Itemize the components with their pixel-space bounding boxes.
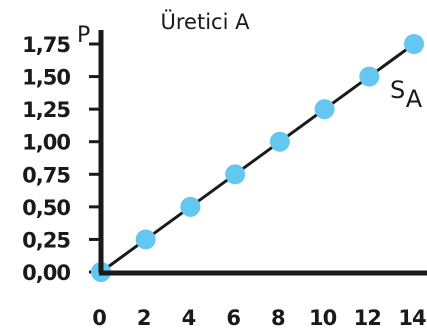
y-tick-label: 1,50 xyxy=(22,66,70,90)
y-tick-label: 1,25 xyxy=(22,98,70,122)
x-tick-label: 0 xyxy=(92,306,106,330)
y-axis-ticks: 0,00 0,25 0,50 0,75 1,00 1,25 1,50 1,75 xyxy=(22,33,101,285)
y-tick-label: 0,50 xyxy=(22,196,70,220)
data-point xyxy=(135,229,156,250)
y-tick-label: 0,75 xyxy=(22,163,70,187)
data-point xyxy=(404,34,424,54)
y-tick-label: 0,25 xyxy=(22,228,70,252)
data-point xyxy=(359,66,380,87)
x-tick-label: 10 xyxy=(309,306,337,330)
x-tick-label: 6 xyxy=(226,306,240,330)
x-axis-ticks: 0 2 4 6 8 10 12 14 xyxy=(92,306,427,330)
series-label-subscript: A xyxy=(406,85,423,113)
y-tick-label: 1,75 xyxy=(22,33,70,57)
series-label-main: S xyxy=(390,76,406,104)
series-label: SA xyxy=(390,76,423,113)
data-point xyxy=(225,164,246,185)
y-tick-label: 0,00 xyxy=(22,261,70,285)
x-tick-label: 4 xyxy=(182,306,196,330)
y-tick-label: 1,00 xyxy=(22,131,70,155)
data-point xyxy=(180,196,201,217)
chart-title: Üretici A xyxy=(161,9,251,34)
data-point xyxy=(314,99,335,120)
x-tick-label: 14 xyxy=(398,306,426,330)
data-points xyxy=(91,34,424,282)
x-tick-label: 8 xyxy=(271,306,285,330)
y-axis-label: P xyxy=(77,23,90,48)
x-tick-label: 12 xyxy=(354,306,381,330)
data-point xyxy=(269,131,290,152)
x-tick-label: 2 xyxy=(137,306,151,330)
